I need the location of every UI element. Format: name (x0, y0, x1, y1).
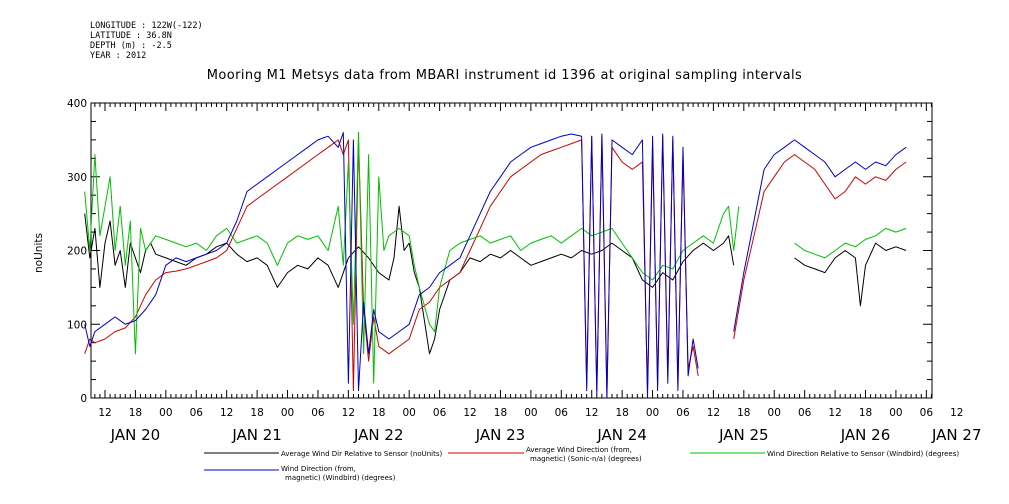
x-tick-label: 18 (859, 407, 872, 419)
series-line-3 (794, 227, 907, 259)
series-line-1 (794, 242, 907, 307)
x-tick-label: 18 (129, 407, 142, 419)
y-tick-label: 100 (67, 319, 87, 331)
series-layer (84, 132, 907, 399)
x-tick-label: 12 (220, 407, 233, 419)
x-tick-label: 12 (98, 407, 111, 419)
series-line-3 (84, 132, 740, 384)
y-tick-label: 0 (80, 393, 87, 405)
x-tick-label: 06 (555, 407, 569, 419)
x-tick-label: 18 (615, 407, 628, 419)
x-day-label: JAN 23 (475, 426, 526, 444)
y-axis-label: noUnits (33, 233, 45, 273)
x-tick-label: 18 (494, 407, 507, 419)
x-tick-label: 12 (707, 407, 720, 419)
depth-text: DEPTH (m) : -2.5 (90, 41, 172, 51)
x-day-label: JAN 22 (353, 426, 404, 444)
legend: Average Wind Dir Relative to Sensor (noU… (204, 446, 959, 482)
series-line-1 (84, 205, 735, 355)
series-line-2 (84, 135, 699, 395)
x-tick-label: 12 (463, 407, 476, 419)
x-day-label: JAN 21 (231, 426, 282, 444)
x-tick-label: 00 (403, 407, 416, 419)
x-day-label: JAN 27 (931, 426, 982, 444)
longitude-text: LONGITUDE : 122W(-122) (90, 21, 203, 31)
legend-label-1: Average Wind Dir Relative to Sensor (noU… (281, 450, 442, 458)
year-text: YEAR : 2012 (90, 51, 147, 61)
x-tick-label: 00 (281, 407, 294, 419)
x-tick-label: 06 (311, 407, 325, 419)
metadata-block: LONGITUDE : 122W(-122) LATITUDE : 36.8N … (90, 21, 203, 61)
x-tick-label: 00 (768, 407, 781, 419)
series-line-2 (733, 154, 907, 340)
y-tick-label: 300 (67, 172, 87, 184)
x-tick-label: 06 (676, 407, 690, 419)
series-line-4 (733, 139, 907, 332)
x-day-label: JAN 20 (110, 426, 161, 444)
x-tick-label: 18 (250, 407, 263, 419)
x-tick-label: 12 (828, 407, 841, 419)
x-tick-label: 18 (372, 407, 385, 419)
legend-label-2: Average Wind Direction (from, (526, 446, 632, 454)
x-tick-label: 06 (433, 407, 447, 419)
chart-title: Mooring M1 Metsys data from MBARI instru… (206, 68, 803, 83)
x-tick-label: 12 (950, 407, 963, 419)
legend-label-4: Wind Direction (from, (281, 465, 356, 473)
latitude-text: LATITUDE : 36.8N (90, 31, 172, 41)
x-day-label: JAN 26 (840, 426, 891, 444)
x-tick-label: 06 (190, 407, 204, 419)
x-day-label: JAN 24 (596, 426, 647, 444)
x-tick-label: 18 (737, 407, 750, 419)
axes-layer: 0 100 200 300 400 12 18 00 06 12 18 00 06 12 18 00 06 12 1… (67, 98, 982, 444)
x-tick-label: 12 (585, 407, 598, 419)
legend-label-4: magnetic) (Windbird) (degrees) (285, 474, 396, 482)
x-tick-label: 00 (889, 407, 902, 419)
x-tick-label: 06 (798, 407, 812, 419)
x-tick-label: 00 (524, 407, 537, 419)
legend-label-2: magnetic) (Sonic-n/a) (degrees) (530, 455, 642, 463)
y-tick-label: 200 (67, 246, 87, 258)
y-tick-label: 400 (67, 98, 87, 110)
x-tick-label: 00 (159, 407, 172, 419)
x-tick-label: 06 (920, 407, 934, 419)
x-day-label: JAN 25 (718, 426, 769, 444)
x-tick-label: 00 (646, 407, 659, 419)
legend-label-3: Wind Direction Relative to Sensor (Windb… (767, 450, 959, 458)
x-tick-label: 12 (342, 407, 355, 419)
series-line-4 (84, 132, 699, 399)
